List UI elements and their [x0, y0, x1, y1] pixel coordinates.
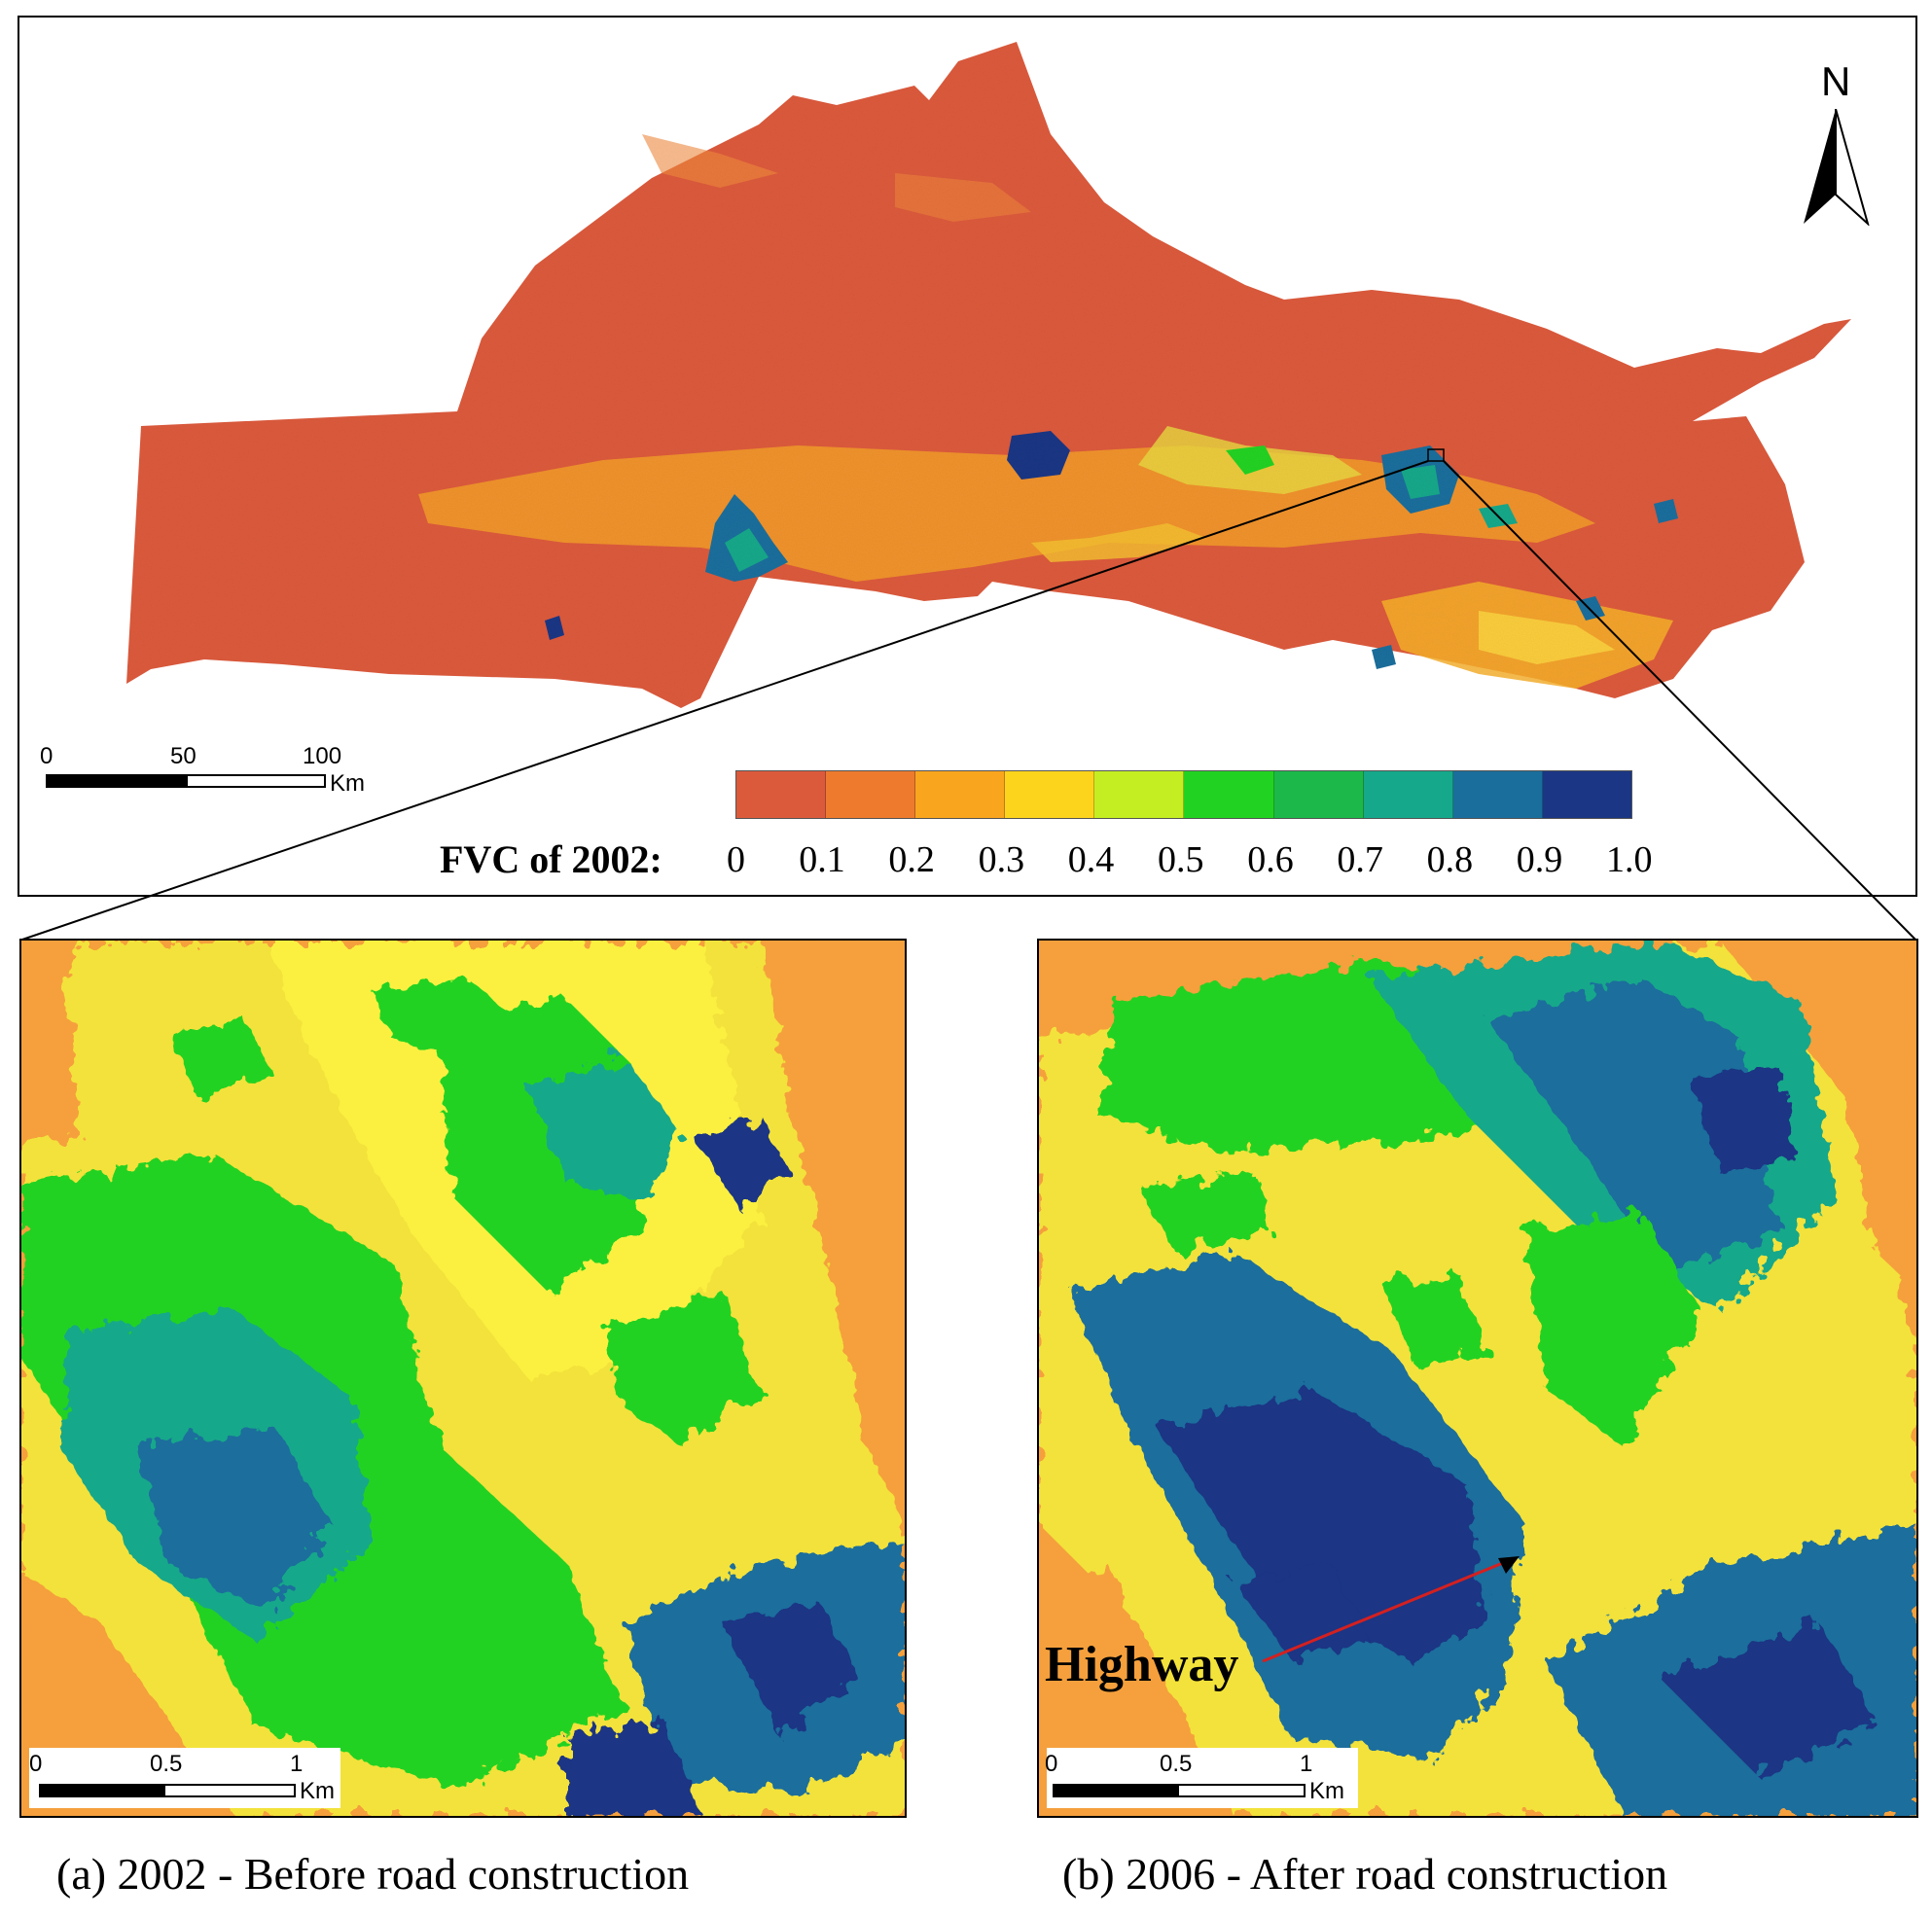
legend-swatch-6 [1273, 771, 1364, 818]
legend-swatch-2 [915, 771, 1006, 818]
panel-a-frame [19, 939, 907, 1818]
legend-swatch-4 [1094, 771, 1185, 818]
legend-swatch-8 [1452, 771, 1543, 818]
fvc-legend [735, 770, 1634, 877]
legend-tick-7: 0.7 [1337, 839, 1383, 880]
north-label: N [1821, 58, 1851, 104]
panel-b-map [1039, 941, 1916, 1816]
legend-tick-6: 0.6 [1247, 839, 1294, 880]
panel-b-scale-tick-0: 0 [1045, 1751, 1058, 1777]
legend-ticks: 0 0.1 0.2 0.3 0.4 0.5 0.6 0.7 0.8 0.9 1.0 [0, 838, 1932, 887]
north-arrow-icon [1804, 109, 1870, 226]
panel-a-scale-tick-2: 1 [290, 1751, 304, 1777]
panel-a-map [21, 941, 905, 1816]
legend-tick-8: 0.8 [1426, 839, 1474, 880]
legend-tick-5: 0.5 [1158, 839, 1204, 880]
panel-a-caption: (a) 2002 - Before road construction [56, 1849, 690, 1899]
panel-a-scale-bar: 0 0.5 1 Km [29, 1751, 344, 1813]
panel-b-scale-unit: Km [1309, 1778, 1344, 1804]
highway-label: Highway [1045, 1637, 1239, 1692]
legend-tick-3: 0.3 [978, 839, 1025, 880]
overview-map-frame [18, 16, 1917, 897]
overview-scale-tick-2: 100 [303, 743, 342, 769]
panel-a-scale-tick-0: 0 [29, 1751, 43, 1777]
panel-b-scale-bar: 0 0.5 1 Km [1045, 1751, 1356, 1813]
highway-arrow-icon [1262, 1556, 1520, 1663]
legend-title: FVC of 2002: [440, 837, 662, 881]
overview-scale-bar: 0 50 100 Km [40, 743, 365, 801]
legend-color-bar [735, 770, 1632, 819]
legend-swatch-5 [1184, 771, 1274, 818]
legend-tick-1: 0.1 [799, 839, 845, 880]
panel-b-caption: (b) 2006 - After road construction [1062, 1849, 1668, 1899]
panel-b-scale-tick-2: 1 [1300, 1751, 1313, 1777]
overview-scale-unit: Km [330, 770, 365, 797]
legend-tick-9: 0.9 [1516, 839, 1563, 880]
legend-tick-2: 0.2 [888, 839, 935, 880]
legend-tick-0: 0 [727, 839, 745, 880]
legend-tick-10: 1.0 [1606, 839, 1653, 880]
overview-scale-tick-1: 50 [170, 743, 197, 769]
legend-swatch-9 [1542, 771, 1631, 818]
overview-scale-tick-0: 0 [40, 743, 54, 769]
panel-a-scale-tick-1: 0.5 [150, 1751, 183, 1777]
legend-swatch-0 [736, 771, 827, 818]
legend-swatch-3 [1005, 771, 1095, 818]
legend-swatch-1 [826, 771, 916, 818]
legend-swatch-7 [1363, 771, 1453, 818]
legend-tick-4: 0.4 [1067, 839, 1115, 880]
panel-b-scale-tick-1: 0.5 [1160, 1751, 1193, 1777]
panel-a-scale-unit: Km [300, 1778, 335, 1804]
panel-b-frame [1037, 939, 1918, 1818]
zoom-locator-box [1427, 448, 1445, 462]
